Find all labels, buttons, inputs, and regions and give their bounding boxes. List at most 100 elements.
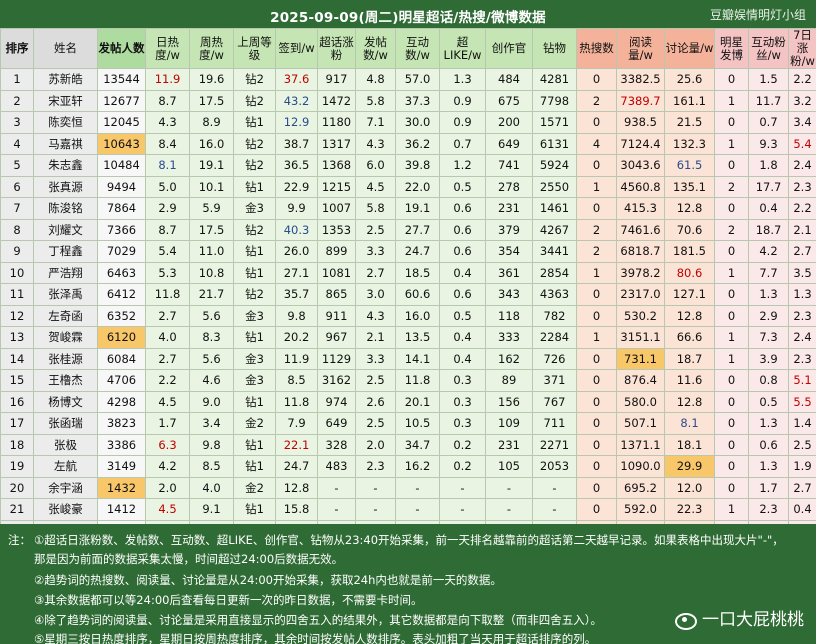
table-cell: 2.0: [145, 476, 190, 499]
table-cell: 0.9: [439, 89, 486, 112]
table-cell: 675: [485, 89, 533, 112]
table-cell: 6.0: [355, 154, 396, 177]
table-cell: 1461: [532, 197, 577, 220]
table-cell: 1: [0, 68, 34, 91]
table-cell: 4706: [97, 369, 146, 392]
table-cell: 1: [714, 347, 749, 370]
table-cell: 2.4: [788, 326, 816, 349]
notes-label: 注：: [8, 533, 31, 547]
table-cell: 333: [485, 326, 533, 349]
col-header: 创作官: [485, 28, 533, 69]
table-cell: 6131: [532, 132, 577, 155]
table-cell: 11.7: [748, 89, 789, 112]
table-cell: 7029: [97, 240, 146, 263]
table-cell: 1.7: [145, 412, 190, 435]
table-cell: 17.5: [189, 218, 234, 241]
table-cell: 592.0: [616, 498, 665, 521]
table-cell: 4.0: [189, 476, 234, 499]
table-cell: 8: [0, 218, 34, 241]
table-cell: 649: [485, 132, 533, 155]
table-cell: 2053: [532, 455, 577, 478]
table-cell: 3.4: [189, 412, 234, 435]
table-cell: 0: [576, 304, 617, 327]
table-cell: 1353: [317, 218, 356, 241]
table-cell: 483: [317, 455, 356, 478]
table-cell: 1.3: [439, 68, 486, 91]
table-cell: 1571: [532, 111, 577, 134]
table-cell: 8.7: [145, 89, 190, 112]
table-cell: 231: [485, 197, 533, 220]
table-cell: 2.7: [355, 261, 396, 284]
table-cell: 朱志鑫: [33, 154, 98, 177]
brand-name: 一口大屁桃桃: [702, 610, 804, 630]
table-cell: 2.2: [788, 197, 816, 220]
table-cell: 20.1: [395, 390, 440, 413]
table-cell: 刘耀文: [33, 218, 98, 241]
table-cell: 57.0: [395, 68, 440, 91]
table-cell: 11: [0, 283, 34, 306]
table-cell: 80.6: [664, 261, 715, 284]
table-row: 3 陈奕恒 12045 4.3 8.9 钻1 12.9 1180 7.1 30.0 0.9 200 15…: [0, 111, 816, 134]
table-cell: 3: [0, 111, 34, 134]
table-cell: 15: [0, 369, 34, 392]
table-cell: 陈奕恒: [33, 111, 98, 134]
table-cell: 39.8: [395, 154, 440, 177]
table-cell: 12.8: [275, 476, 318, 499]
table-cell: 张极: [33, 433, 98, 456]
col-header: 排序: [0, 28, 34, 69]
table-cell: 4.0: [145, 326, 190, 349]
table-cell: 0.6: [439, 240, 486, 263]
table-cell: 8.5: [189, 455, 234, 478]
table-cell: 60.6: [395, 283, 440, 306]
note-line: ③其余数据都可以等24:00后查看每日更新一次的昨日数据，不需要卡时间。: [34, 593, 423, 607]
table-row: 4 马嘉祺 10643 8.4 16.0 钻2 38.7 1317 4.3 36.2 0.7 649 6…: [0, 132, 816, 155]
table-row: 13 贺峻霖 6120 4.0 8.3 钻1 20.2 967 2.1 13.5 0.4 333 228…: [0, 326, 816, 349]
table-cell: 379: [485, 218, 533, 241]
table-row: 1 苏新皓 13544 11.9 19.6 钻2 37.6 917 4.8 57.0 1.3 484 4…: [0, 68, 816, 91]
table-cell: 0.4: [439, 326, 486, 349]
table-cell: 18.5: [395, 261, 440, 284]
table-cell: 1: [714, 89, 749, 112]
table-row: 10 严浩翔 6463 5.3 10.8 钻1 27.1 1081 2.7 18.5 0.4 361 2…: [0, 261, 816, 284]
table-cell: 12.8: [664, 197, 715, 220]
table-cell: 911: [317, 304, 356, 327]
table-cell: 4560.8: [616, 175, 665, 198]
table-cell: 钻2: [233, 218, 276, 241]
table-cell: 484: [485, 68, 533, 91]
table-cell: 马嘉祺: [33, 132, 98, 155]
table-cell: 1: [576, 326, 617, 349]
table-cell: 张峻豪: [33, 498, 98, 521]
table-cell: 21.5: [664, 111, 715, 134]
table-cell: 7: [0, 197, 34, 220]
table-row: 11 张泽禹 6412 11.8 21.7 钻2 35.7 865 3.0 60.6 0.6 343 4…: [0, 283, 816, 306]
table-cell: 12.0: [664, 476, 715, 499]
table-row: 8 刘耀文 7366 8.7 17.5 钻2 40.3 1353 2.5 27.7 0.6 379 42…: [0, 218, 816, 241]
col-header: 阅读量/w: [616, 28, 665, 69]
table-cell: -: [532, 498, 577, 521]
col-header: 签到/w: [275, 28, 318, 69]
col-header: 讨论量/w: [664, 28, 715, 69]
table-cell: 4: [0, 132, 34, 155]
table-cell: 13.5: [395, 326, 440, 349]
table-cell: 11.9: [275, 347, 318, 370]
table-cell: 25.6: [664, 68, 715, 91]
table-cell: 89: [485, 369, 533, 392]
table-cell: -: [439, 476, 486, 499]
table-cell: 34.7: [395, 433, 440, 456]
table-cell: 27.7: [395, 218, 440, 241]
table-cell: 2.5: [355, 412, 396, 435]
table-row: 12 左奇函 6352 2.7 5.6 金3 9.8 911 4.3 16.0 0.5 118 782 0…: [0, 304, 816, 327]
table-cell: -: [395, 476, 440, 499]
table-cell: 1.3: [748, 412, 789, 435]
table-cell: 严浩翔: [33, 261, 98, 284]
table-cell: 328: [317, 433, 356, 456]
table-cell: 22.1: [275, 433, 318, 456]
table-cell: 贺峻霖: [33, 326, 98, 349]
table-cell: 3151.1: [616, 326, 665, 349]
table-cell: -: [355, 498, 396, 521]
table-cell: 8.1: [664, 412, 715, 435]
table-cell: 726: [532, 347, 577, 370]
table-cell: 0.7: [439, 132, 486, 155]
col-header: 姓名: [33, 28, 98, 69]
table-cell: 2284: [532, 326, 577, 349]
